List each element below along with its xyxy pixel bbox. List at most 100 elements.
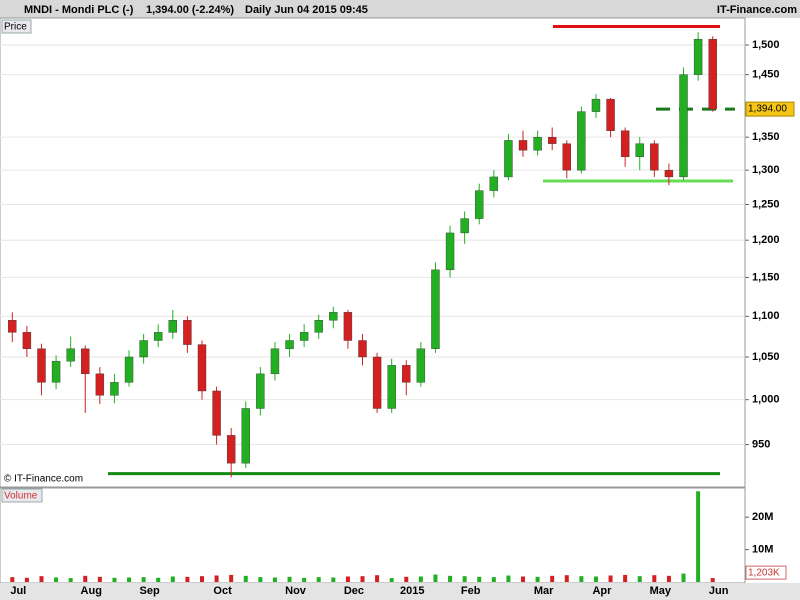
candle-body [110,382,119,396]
candle-body [606,98,615,131]
y-tick-label: 1,200 [752,234,780,246]
volume-bar [199,576,204,582]
candle-body [693,38,703,75]
volume-bar [243,575,248,582]
volume-panel [0,487,746,584]
volume-bar [127,577,132,582]
x-tick-label: Jun [709,585,729,597]
candle-body [650,143,659,171]
volume-bar [535,576,540,582]
candle-body [431,269,440,349]
candle-body [489,176,499,191]
y-tick-label: 20M [752,511,773,523]
y-tick-label: 1,300 [752,164,780,176]
volume-bar [156,577,161,582]
volume-bar [506,575,511,582]
x-tick-label: Oct [213,585,232,597]
y-tick-label: 1,050 [752,351,780,363]
candle-body [416,348,426,383]
volume-bar [710,578,715,582]
volume-bar [375,575,380,582]
y-tick-label: 1,000 [752,394,780,406]
volume-bar [302,577,307,582]
volume-bar [185,576,190,582]
volume-bar [652,575,657,582]
y-tick-label: 1,350 [752,131,780,143]
candle-body [445,232,455,271]
volume-bar [316,577,321,582]
candle-body [154,332,163,341]
candle-body [212,390,221,436]
candle-body [708,38,717,110]
x-tick-label: Feb [461,585,481,597]
candle-body [95,373,105,396]
price-tag [1,19,32,34]
volume-bar [141,577,146,582]
x-axis-bar [0,583,800,600]
volume-bar [24,577,29,582]
volume-bar [229,574,234,582]
volume-bar [214,575,219,582]
candle-body [329,312,338,321]
volume-bar [287,576,292,582]
volume-bar [10,577,15,582]
volume-bar [696,491,701,582]
volume-bar [418,576,423,582]
y-tick-label: 1,500 [752,39,780,51]
volume-bar [68,578,73,582]
volume-bar [272,577,277,582]
x-tick-label: Nov [285,585,307,597]
candle-body [183,320,192,345]
y-tick-label: 1,150 [752,271,780,283]
volume-bar [564,575,569,582]
candle-body [66,348,75,362]
candle-body [402,365,411,383]
volume-bar [666,575,671,582]
candle-body [270,348,280,375]
volume-bar [681,573,686,582]
y-tick-label: 1,100 [752,310,780,322]
candle-body [620,130,630,158]
volume-bar [462,576,467,582]
candle-body [226,435,236,464]
volume-bar [477,576,482,582]
candle-body [256,373,265,409]
x-tick-label: Sep [140,585,160,597]
candle-body [124,356,134,383]
last-price-label: 1,394.00 [748,104,787,115]
volume-bar [637,576,642,582]
candle-body [547,136,557,144]
candle-body [591,98,601,112]
candle-body [8,320,17,333]
candle-body [372,356,382,409]
price-panel [0,17,746,488]
y-tick-label: 950 [752,438,770,450]
y-tick-label: 10M [752,543,773,555]
candle-body [460,218,469,234]
candle-body [533,136,542,151]
volume-bar [608,575,613,582]
period: Daily Jun 04 2015 09:45 [245,4,368,16]
volume-bar [491,577,496,582]
chart-title: MNDI - Mondi PLC (-) [24,4,134,16]
source: IT-Finance.com [717,4,797,16]
last-volume-box [745,565,787,580]
volume-bar [433,574,438,582]
candle-body [37,348,46,383]
candle-body [664,169,674,178]
volume-bar [345,576,350,582]
candle-body [475,190,484,219]
candle-body [168,320,178,333]
quote: 1,394.00 (-2.24%) [146,4,234,16]
volume-bar [448,575,453,582]
candle-body [562,143,571,171]
volume-bar [579,576,584,582]
volume-bar [521,576,526,582]
last-price-box [745,101,795,117]
volume-bar [404,576,409,582]
y-tick-label: 1,250 [752,198,780,210]
volume-bar [550,575,555,582]
candle-body [197,344,207,392]
candle-body [22,332,32,349]
copyright: © IT-Finance.com [4,474,83,485]
